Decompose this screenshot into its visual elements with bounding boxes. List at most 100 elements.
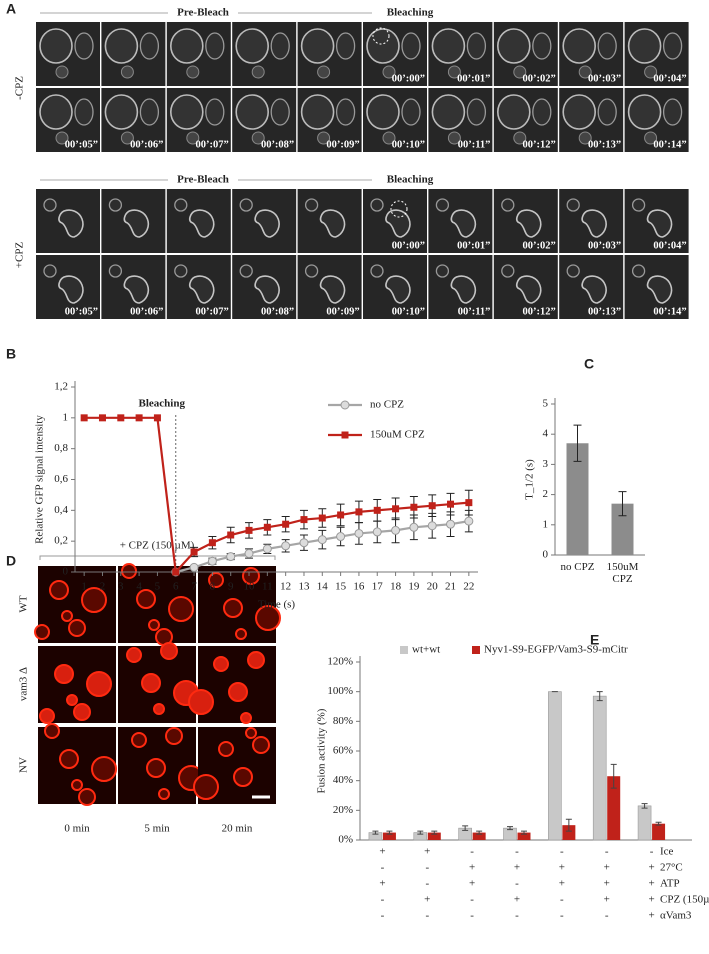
timestamp: 00’:01” [457, 240, 490, 251]
cell-outline [450, 275, 477, 304]
point [207, 556, 217, 566]
y-tick-label: 3 [543, 458, 549, 470]
timestamp: 00’:14” [653, 306, 686, 317]
error-bar [417, 830, 424, 835]
error-bar [596, 691, 603, 702]
row-label: WT [18, 595, 30, 612]
vacuole [233, 767, 253, 787]
cell-outline [435, 264, 450, 278]
vacuole [131, 732, 147, 748]
error-bar [618, 491, 627, 517]
point [447, 500, 455, 508]
vacuole [44, 723, 60, 739]
cell-outline [120, 131, 134, 145]
y-tick-label: 1 [63, 411, 69, 423]
point [281, 541, 291, 551]
timestamp: 00’:08” [261, 139, 294, 150]
condition-sign: - [650, 846, 654, 858]
cell-outline [532, 32, 552, 60]
cell-outline [366, 94, 400, 130]
panel-letter: C [584, 356, 594, 372]
x-tick-label: 10 [244, 581, 256, 593]
cell-outline [108, 264, 123, 278]
y-tick-label: 100% [327, 685, 353, 697]
vacuole [68, 619, 86, 637]
x-tick-label: 13 [298, 581, 310, 593]
vacuole [148, 619, 160, 631]
cell-outline [188, 275, 215, 304]
vacuole [121, 563, 137, 579]
timestamp: 00’:09” [326, 139, 359, 150]
cell-outline [566, 264, 580, 278]
y-tick-label: 0,8 [54, 442, 68, 454]
error-bar [573, 424, 582, 462]
timestamp: 00’:00” [392, 240, 425, 251]
cell-outline [74, 32, 94, 60]
error-bar [462, 825, 469, 831]
point [189, 562, 199, 572]
x-tick-label: 11 [262, 581, 273, 593]
vacuole [235, 628, 247, 640]
time-label: 0 min [64, 823, 90, 835]
y-tick-label: 0,4 [54, 504, 68, 516]
timestamp: 00’:02” [523, 73, 556, 84]
bar [562, 825, 576, 840]
cell-outline [319, 209, 346, 238]
point [354, 528, 364, 538]
vacuole [81, 587, 107, 613]
cell-outline [597, 98, 617, 126]
timestamp: 00’:11” [458, 139, 491, 150]
cell-outline [447, 131, 461, 145]
y-tick-label: 0,2 [54, 535, 68, 547]
legend-marker [340, 400, 350, 410]
x-tick-label: 150uM CPZ [606, 561, 639, 585]
vacuole [59, 749, 79, 769]
point [153, 414, 161, 422]
error-bar [565, 818, 572, 832]
timestamp: 00’:12” [523, 306, 556, 317]
error-bar [655, 821, 662, 826]
x-tick-label: 14 [317, 581, 329, 593]
condition-sign: - [560, 894, 564, 906]
cell-outline [447, 65, 461, 79]
cell-outline [300, 28, 335, 64]
point [98, 414, 106, 422]
cell-outline [627, 94, 662, 130]
condition-name: ATP [660, 878, 680, 890]
cell-outline [496, 28, 531, 64]
cell-outline [631, 198, 646, 212]
legend-label: wt+wt [412, 644, 440, 656]
vacuole [61, 610, 73, 622]
x-label-box: 150uM CPZ [606, 561, 639, 585]
cell-outline [466, 32, 487, 60]
cell-outline [513, 131, 527, 145]
error-bar [641, 803, 648, 809]
condition-sign: - [470, 894, 474, 906]
cell-outline [496, 94, 531, 130]
condition-sign: + [648, 894, 654, 906]
timestamp: 00’:08” [261, 306, 294, 317]
vacuole [34, 624, 50, 640]
bleach-spot [390, 200, 408, 218]
cell-outline [450, 209, 477, 238]
x-tick-label: 20 [427, 581, 439, 593]
bar [637, 805, 652, 841]
cell-outline [644, 131, 658, 145]
bar [611, 503, 634, 555]
cell-outline [431, 28, 466, 64]
vacuole [168, 596, 194, 622]
condition-sign: - [381, 910, 385, 922]
bar [517, 832, 531, 840]
point [336, 532, 346, 542]
point [135, 414, 143, 422]
cell-outline [401, 32, 421, 60]
error-bar [386, 830, 393, 835]
cell-outline [431, 94, 466, 130]
condition-sign: - [605, 910, 609, 922]
cell-outline [435, 198, 450, 212]
x-label-box: no CPZ [561, 561, 595, 573]
annotation: Bleaching [139, 398, 186, 410]
panel-letter: D [6, 553, 16, 569]
x-tick-label: 21 [445, 581, 456, 593]
